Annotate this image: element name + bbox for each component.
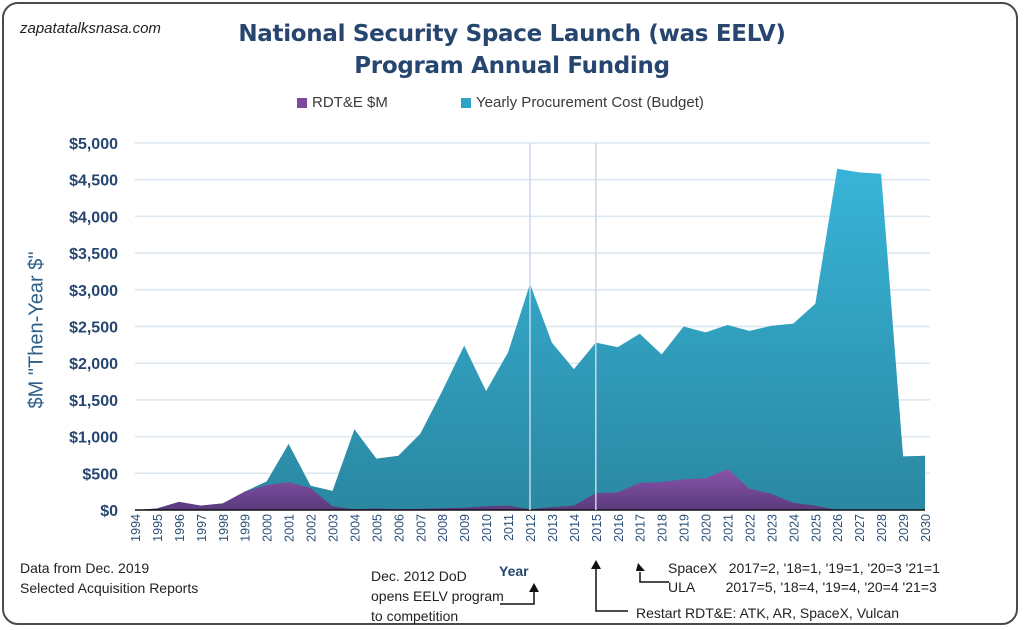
dod-line-2: opens EELV program — [371, 588, 504, 604]
y-tick-label: $500 — [82, 466, 118, 483]
x-tick-label: 2016 — [612, 514, 626, 542]
x-tick-label: 2028 — [875, 514, 889, 542]
x-tick-label: 2019 — [678, 514, 692, 542]
legend-label-rdte: RDT&E $M — [312, 94, 388, 111]
x-tick-label: 2008 — [436, 514, 450, 542]
x-tick-label: 1997 — [195, 514, 209, 542]
x-tick-label: 2027 — [853, 514, 867, 542]
x-tick-label: 2007 — [414, 514, 428, 542]
x-tick-label: 2029 — [897, 514, 911, 542]
x-tick-label: 1999 — [239, 514, 253, 542]
x-tick-label: 2000 — [261, 514, 275, 542]
x-tick-label: 2012 — [524, 514, 538, 542]
x-tick-label: 2014 — [568, 514, 582, 542]
y-tick-label: $2,000 — [69, 356, 118, 373]
restart-arrow-head — [591, 560, 601, 569]
y-tick-label: $0 — [100, 503, 118, 520]
x-tick-label: 2026 — [831, 514, 845, 542]
x-tick-label: 2021 — [722, 514, 736, 542]
x-tick-label: 2023 — [765, 514, 779, 542]
legend-item-procurement: Yearly Procurement Cost (Budget) — [461, 94, 704, 111]
y-tick-label: $3,500 — [69, 246, 118, 263]
legend-swatch-procurement — [461, 97, 471, 108]
x-tick-label: 2025 — [809, 514, 823, 542]
title-line-2: Program Annual Funding — [354, 53, 670, 79]
source-note: Data from Dec. 2019 Selected Acquisition … — [20, 558, 198, 598]
y-tick-label: $4,500 — [69, 173, 118, 190]
spacex-launches-note: SpaceX 2017=2, '18=1, '19=1, '20=3 '21=1 — [668, 560, 940, 576]
legend-swatch-rdte — [297, 97, 307, 108]
legend-label-procurement: Yearly Procurement Cost (Budget) — [476, 94, 704, 111]
y-tick-label: $1,000 — [69, 430, 118, 447]
chart-title: National Security Space Launch (was EELV… — [212, 18, 812, 82]
site-watermark: zapatatalksnasa.com — [20, 20, 161, 37]
x-tick-label: 1994 — [129, 514, 143, 542]
legend-item-rdte: RDT&E $M — [297, 94, 388, 111]
x-tick-label: 2004 — [348, 514, 362, 542]
x-tick-label: 2017 — [634, 514, 648, 542]
x-tick-label: 2011 — [502, 514, 516, 541]
dod-arrow-line — [500, 590, 535, 605]
x-tick-label: 1996 — [173, 514, 187, 542]
x-tick-label: 2002 — [305, 514, 319, 542]
x-tick-label: 2005 — [370, 514, 384, 542]
y-tick-label: $4,000 — [69, 209, 118, 226]
dod-line-3: to competition — [371, 608, 459, 624]
restart-rdte-note: Restart RDT&E: ATK, AR, SpaceX, Vulcan — [636, 605, 899, 621]
title-line-1: National Security Space Launch (was EELV… — [238, 21, 786, 47]
x-tick-label: 2015 — [590, 514, 604, 542]
x-tick-label: 2009 — [458, 514, 472, 542]
x-tick-label: 2018 — [656, 514, 670, 542]
x-tick-label: 2001 — [283, 514, 297, 542]
launches-arrow-line — [639, 572, 669, 583]
ula-launches-note: ULA 2017=5, '18=4, '19=4, '20=4 '21=3 — [668, 579, 937, 595]
x-tick-label: 2010 — [480, 514, 494, 542]
x-tick-label: 2024 — [787, 514, 801, 542]
source-line-2: Selected Acquisition Reports — [20, 580, 199, 596]
area-rdte — [135, 468, 925, 510]
dod-line-1: Dec. 2012 DoD — [371, 568, 467, 584]
x-tick-label: 2006 — [392, 514, 406, 542]
x-tick-label: 2030 — [919, 514, 933, 542]
y-tick-label: $1,500 — [69, 393, 118, 410]
dod-annotation: Dec. 2012 DoD opens EELV program to compet… — [371, 566, 504, 626]
x-tick-label: 1998 — [217, 514, 231, 542]
launches-arrow-head — [636, 563, 645, 571]
y-tick-label: $2,500 — [69, 320, 118, 337]
x-tick-label: 1995 — [151, 514, 165, 542]
dod-arrow-head — [529, 583, 539, 592]
x-tick-label: 2013 — [546, 514, 560, 542]
x-tick-label: 2020 — [700, 514, 714, 542]
x-axis-title: Year — [499, 563, 529, 579]
source-line-1: Data from Dec. 2019 — [20, 560, 150, 576]
x-tick-label: 2003 — [327, 514, 341, 542]
x-tick-label: 2022 — [743, 514, 757, 542]
y-tick-label: $3,000 — [69, 283, 118, 300]
restart-arrow-line — [595, 566, 628, 612]
y-tick-label: $5,000 — [69, 136, 118, 153]
